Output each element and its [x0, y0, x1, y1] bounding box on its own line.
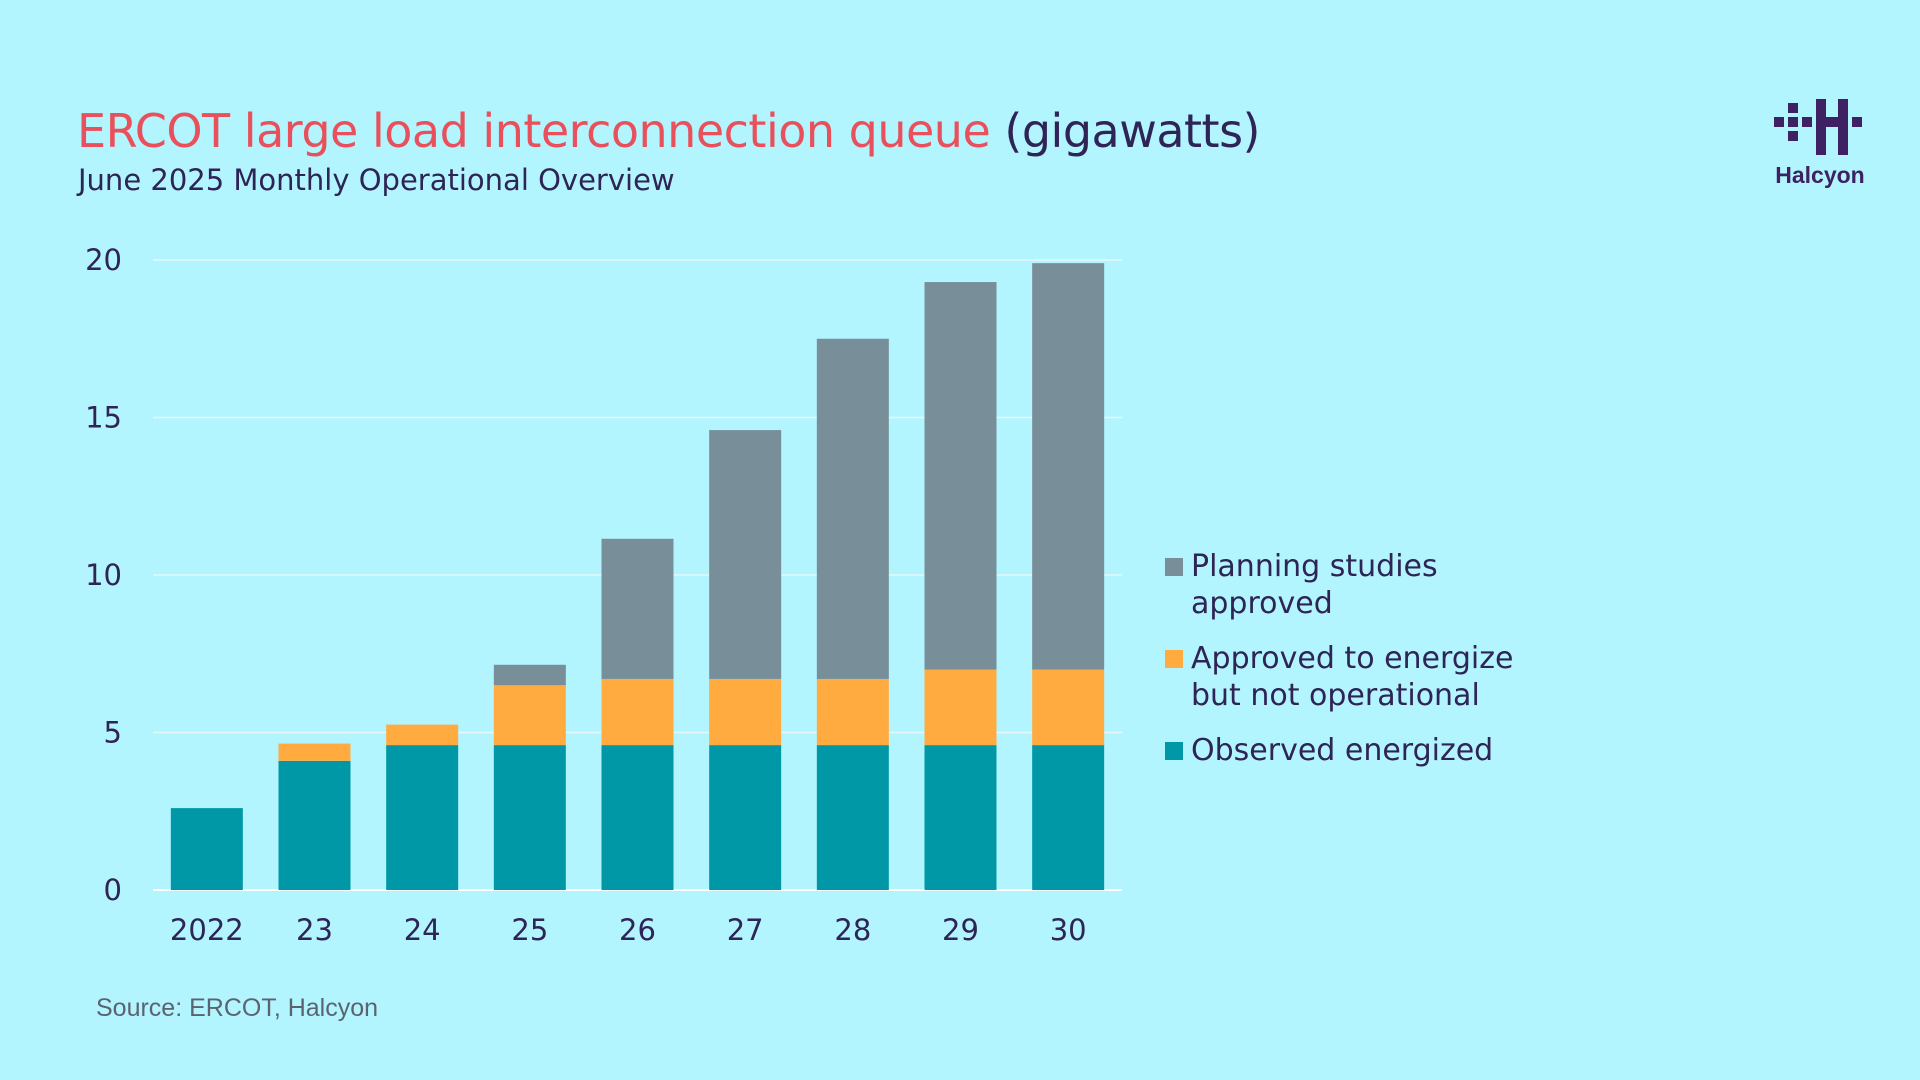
- bar-25-series-0: [493, 745, 566, 890]
- bar-26-series-1: [601, 678, 674, 746]
- x-tick-label-24: 24: [404, 913, 441, 947]
- bar-29-series-2: [924, 282, 997, 670]
- y-tick-label-20: 20: [85, 243, 122, 277]
- bar-2022-series-0: [170, 808, 243, 890]
- x-tick-label-2022: 2022: [170, 913, 244, 947]
- bar-27-series-0: [709, 745, 782, 890]
- x-tick-label-27: 27: [727, 913, 764, 947]
- chart-subtitle: June 2025 Monthly Operational Overview: [78, 163, 675, 197]
- x-tick-label-26: 26: [619, 913, 656, 947]
- source-note: Source: ERCOT, Halcyon: [96, 994, 379, 1022]
- legend-item-planning: Planning studies approved: [1165, 548, 1585, 622]
- bar-30-series-1: [1032, 669, 1105, 746]
- bar-27-series-1: [709, 678, 782, 746]
- bar-26-series-0: [601, 745, 674, 890]
- legend-item-observed: Observed energized: [1165, 732, 1585, 769]
- bar-25-series-2: [493, 664, 566, 686]
- legend-swatch-approved: [1165, 650, 1183, 668]
- x-tick-label-28: 28: [834, 913, 871, 947]
- x-tick-label-23: 23: [296, 913, 333, 947]
- bar-29-series-0: [924, 745, 997, 890]
- x-tick-label-30: 30: [1050, 913, 1087, 947]
- bar-26-series-2: [601, 538, 674, 679]
- chart-title-unit: (gigawatts): [1004, 104, 1260, 158]
- chart-title: ERCOT large load interconnection queue (…: [77, 104, 1260, 158]
- legend-label-approved-line1: Approved to energize: [1191, 641, 1514, 676]
- legend-swatch-planning: [1165, 558, 1183, 576]
- bar-24-series-1: [386, 724, 459, 746]
- bar-27-series-2: [709, 430, 782, 679]
- bar-23-series-1: [278, 743, 351, 761]
- chart-legend: Planning studies approved Approved to en…: [1165, 548, 1585, 787]
- legend-label-planning-line1: Planning studies: [1191, 549, 1438, 584]
- y-tick-label-10: 10: [85, 558, 122, 592]
- bar-29-series-1: [924, 669, 997, 746]
- legend-label-observed: Observed energized: [1191, 733, 1494, 768]
- bar-24-series-0: [386, 745, 459, 890]
- y-tick-label-0: 0: [104, 873, 122, 907]
- logo-text: Halcyon: [1775, 162, 1865, 188]
- y-tick-label-15: 15: [85, 401, 122, 435]
- bar-25-series-1: [493, 685, 566, 746]
- bar-28-series-1: [816, 678, 889, 746]
- bar-28-series-0: [816, 745, 889, 890]
- x-tick-label-25: 25: [511, 913, 548, 947]
- bar-23-series-0: [278, 760, 351, 890]
- halcyon-logo-icon: [1774, 99, 1862, 155]
- bar-30-series-2: [1032, 263, 1105, 670]
- legend-label-planning-line2: approved: [1191, 586, 1333, 621]
- legend-label-approved-line2: but not operational: [1191, 678, 1480, 713]
- chart-title-main: ERCOT large load interconnection queue: [77, 104, 991, 158]
- bar-28-series-2: [816, 338, 889, 679]
- bar-30-series-0: [1032, 745, 1105, 890]
- legend-swatch-observed: [1165, 742, 1183, 760]
- x-tick-label-29: 29: [942, 913, 979, 947]
- y-tick-label-5: 5: [104, 716, 122, 750]
- legend-item-approved: Approved to energize but not operational: [1165, 640, 1585, 714]
